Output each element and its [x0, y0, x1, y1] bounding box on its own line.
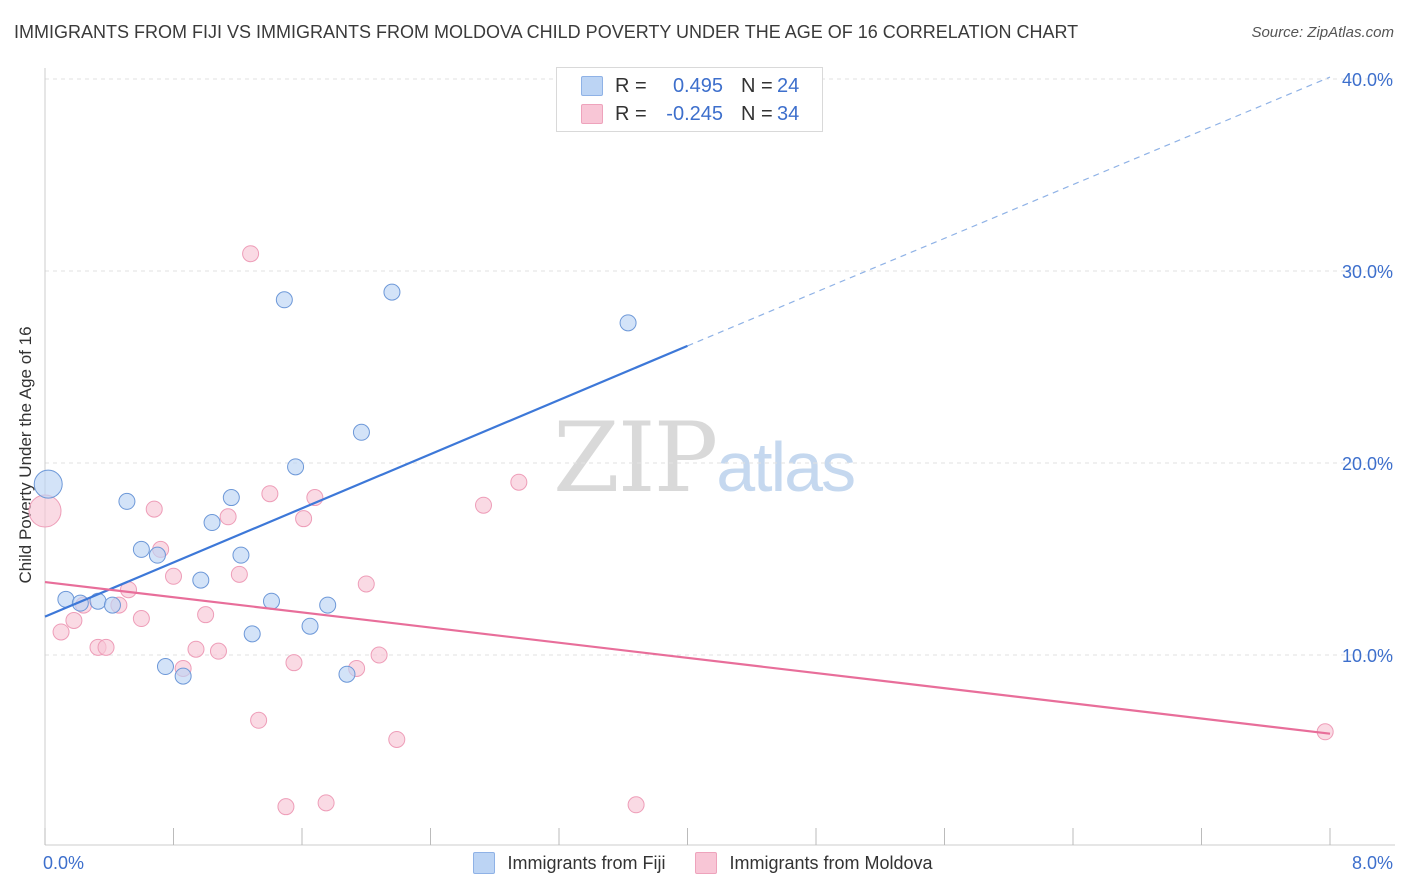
moldova-point [295, 510, 313, 528]
y-tick-label: 30.0% [1342, 262, 1393, 282]
moldova-point [285, 654, 303, 672]
watermark-atlas: atlas [716, 428, 856, 506]
legend-r-label: R = [615, 74, 647, 97]
fiji-point [174, 667, 192, 685]
fiji-point [203, 514, 221, 532]
moldova-point [65, 611, 83, 629]
legend-item-fiji: Immigrants from Fiji [473, 852, 665, 874]
legend-label-fiji: Immigrants from Fiji [507, 852, 666, 873]
moldova-point [317, 794, 335, 812]
fiji-point [222, 489, 240, 507]
legend-r-label: R = [615, 102, 647, 125]
x-tick-label: 8.0% [1352, 853, 1393, 873]
moldova-point [219, 508, 237, 526]
legend-swatch-fiji [473, 852, 496, 874]
legend-row-fiji: R = 0.495 N = 24 [581, 74, 799, 98]
moldova-point [475, 496, 493, 514]
fiji-point [103, 596, 121, 614]
legend-row-moldova: R = -0.245 N = 34 [581, 102, 799, 126]
moldova-point [370, 646, 388, 664]
moldova-point [357, 575, 375, 593]
moldova-point [261, 485, 279, 503]
chart-title: IMMIGRANTS FROM FIJI VS IMMIGRANTS FROM … [14, 22, 1079, 42]
watermark: ZIPatlas [553, 402, 856, 514]
moldova-point [132, 610, 150, 628]
fiji-point [619, 314, 637, 332]
fiji-point [383, 283, 401, 301]
fiji-trend-line [44, 344, 688, 618]
legend-swatch-moldova [695, 852, 718, 874]
moldova-point [187, 640, 205, 658]
y-tick-label: 20.0% [1342, 454, 1393, 474]
fiji-point [156, 658, 174, 676]
series-legend: Immigrants from Fiji Immigrants from Mol… [0, 852, 1406, 874]
moldova-point [230, 565, 248, 583]
moldova-trend-line [44, 580, 1331, 735]
moldova-point [52, 623, 70, 641]
fiji-point [287, 458, 305, 476]
fiji-point [301, 617, 319, 635]
legend-n-value: 34 [777, 102, 800, 125]
legend-n-label: N = [741, 74, 773, 97]
moldova-point [510, 473, 528, 491]
y-tick-label: 40.0% [1342, 70, 1393, 90]
x-tick-label: 0.0% [43, 853, 84, 873]
legend-n-value: 24 [777, 74, 800, 97]
moldova-point [197, 606, 215, 624]
legend-r-value: 0.495 [672, 74, 723, 97]
legend-swatch-moldova [581, 104, 603, 124]
legend-swatch-fiji [581, 76, 603, 96]
legend-r-value: -0.245 [666, 102, 723, 125]
legend-item-moldova: Immigrants from Moldova [695, 852, 933, 874]
fiji-point [319, 596, 337, 614]
correlation-legend: R = 0.495 N = 24 R = -0.245 N = 34 [556, 67, 823, 132]
moldova-point [165, 567, 182, 585]
fiji-point [352, 423, 370, 441]
watermark-zip: ZIP [553, 402, 718, 514]
moldova-point [145, 500, 163, 518]
moldova-point [28, 494, 62, 528]
fiji-point [338, 665, 356, 683]
moldova-point [627, 796, 645, 814]
fiji-point [118, 492, 136, 510]
moldova-point [250, 711, 268, 729]
source-label: Source: ZipAtlas.com [1251, 24, 1394, 41]
fiji-point [262, 592, 280, 610]
fiji-point [275, 291, 293, 309]
fiji-point [192, 571, 210, 589]
legend-n-label: N = [741, 102, 773, 125]
y-tick-label: 10.0% [1342, 646, 1393, 666]
fiji-point [243, 625, 261, 643]
fiji-point [148, 546, 166, 564]
moldova-point [388, 730, 406, 748]
moldova-point [277, 798, 295, 816]
fiji-point [232, 546, 250, 564]
moldova-point [97, 638, 115, 656]
moldova-point [209, 642, 227, 660]
fiji-point [33, 469, 63, 499]
legend-label-moldova: Immigrants from Moldova [729, 852, 933, 873]
fiji-point [132, 540, 150, 558]
moldova-point [242, 245, 260, 263]
